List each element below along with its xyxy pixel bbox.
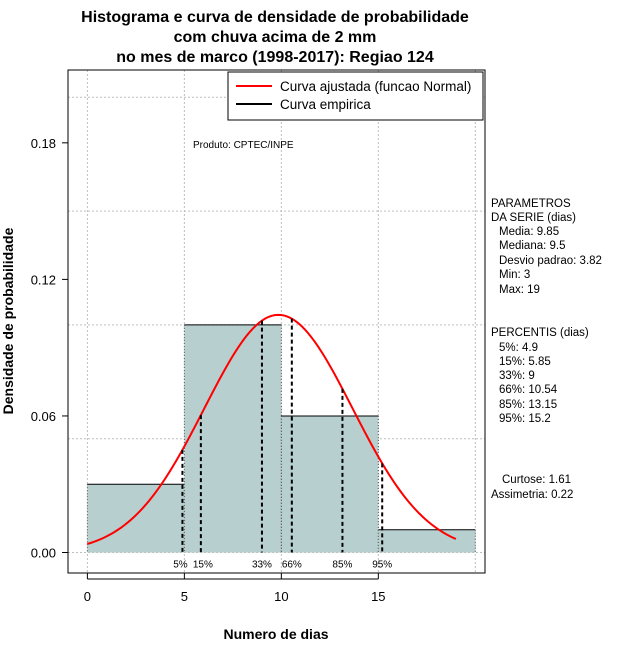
percentil-95: 95%: 15.2 bbox=[499, 413, 551, 425]
product-annotation: Produto: CPTEC/INPE bbox=[193, 140, 294, 151]
curve-layer bbox=[87, 313, 457, 545]
percentile-label-2: 33% bbox=[252, 560, 272, 571]
x-tick-label-2: 10 bbox=[274, 589, 288, 604]
side-panel: PARAMETROS DA SERIE (dias) Media: 9.85 M… bbox=[491, 198, 602, 501]
percentil-15: 15%: 5.85 bbox=[499, 356, 551, 368]
percentis-title: PERCENTIS (dias) bbox=[491, 327, 589, 339]
percentil-66: 66%: 10.54 bbox=[499, 384, 558, 396]
x-tick-label-0: 0 bbox=[84, 589, 91, 604]
params-title-2: DA SERIE (dias) bbox=[491, 212, 576, 224]
y-tick-label-1: 0.06 bbox=[31, 409, 56, 424]
x-tick-label-3: 15 bbox=[371, 589, 385, 604]
legend-empirical-label: Curva empirica bbox=[280, 97, 371, 112]
y-tick-label-0: 0.00 bbox=[31, 546, 56, 561]
legend-box bbox=[227, 71, 484, 121]
param-desvio: Desvio padrao: 3.82 bbox=[499, 255, 602, 267]
percentile-label-4: 85% bbox=[332, 560, 352, 571]
histogram-bar-1 bbox=[184, 324, 282, 553]
percentil-33: 33%: 9 bbox=[499, 370, 535, 382]
histogram-bar-2 bbox=[281, 415, 379, 553]
legend-fitted-label: Curva ajustada (funcao Normal) bbox=[280, 79, 471, 94]
percentile-layer: 5% 15% 33% 66% 85% 95% bbox=[173, 318, 392, 571]
fitted-normal-curve bbox=[87, 313, 457, 545]
histogram-bar-3 bbox=[378, 529, 476, 553]
percentile-label-5: 95% bbox=[372, 560, 392, 571]
param-max: Max: 19 bbox=[499, 284, 540, 296]
percentile-label-1: 15% bbox=[193, 560, 213, 571]
y-axis-label: Densidade de probabilidade bbox=[0, 227, 16, 414]
param-min: Min: 3 bbox=[499, 269, 530, 281]
percentil-85: 85%: 13.15 bbox=[499, 399, 557, 411]
percentile-label-3: 66% bbox=[282, 560, 302, 571]
chart-title-line-2: com chuva acima de 2 mm bbox=[174, 29, 377, 46]
percentile-label-0: 5% bbox=[173, 560, 188, 571]
histogram-bar-0 bbox=[87, 484, 185, 553]
param-media: Media: 9.85 bbox=[499, 226, 559, 238]
axes-layer: 0 5 10 15 0.00 0.06 0.12 0.18 bbox=[31, 136, 386, 604]
bars-layer bbox=[86, 324, 476, 553]
percentil-5: 5%: 4.9 bbox=[499, 342, 538, 354]
y-tick-label-2: 0.12 bbox=[31, 272, 56, 287]
legend: Curva ajustada (funcao Normal) Curva emp… bbox=[227, 71, 484, 121]
param-mediana: Mediana: 9.5 bbox=[499, 240, 566, 252]
assimetria: Assimetria: 0.22 bbox=[491, 489, 573, 501]
chart-title-line-1: Histograma e curva de densidade de proba… bbox=[81, 9, 469, 26]
x-axis-label: Numero de dias bbox=[223, 626, 328, 642]
x-tick-label-1: 5 bbox=[181, 589, 188, 604]
params-title-1: PARAMETROS bbox=[491, 198, 571, 210]
curtose: Curtose: 1.61 bbox=[502, 474, 571, 486]
plot-frame bbox=[67, 69, 486, 574]
y-tick-label-3: 0.18 bbox=[31, 136, 56, 151]
chart-title-line-3: no mes de marco (1998-2017): Regiao 124 bbox=[116, 49, 434, 66]
